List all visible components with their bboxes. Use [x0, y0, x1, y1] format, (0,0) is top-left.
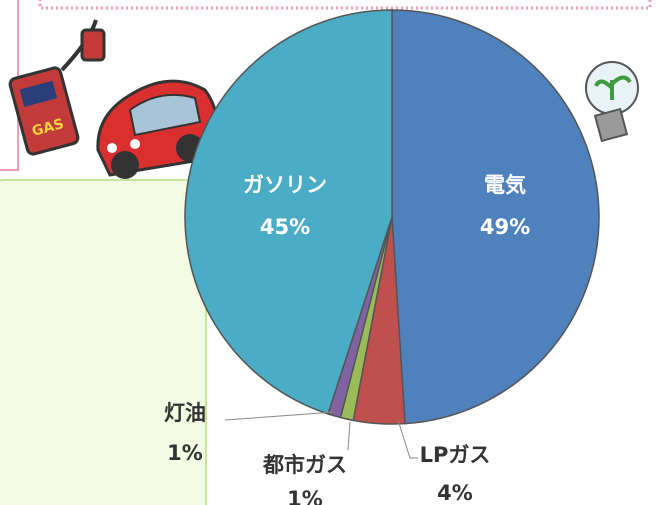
bulb-icon — [586, 62, 638, 141]
slice-label: 灯油 — [164, 401, 206, 425]
gas-pump-icon: GAS — [9, 20, 104, 155]
slice-label: 都市ガス — [262, 453, 347, 477]
leader-line — [225, 412, 335, 420]
slice-label: 電気 — [484, 173, 526, 197]
leader-line — [398, 420, 418, 458]
page: GAS 電気49%LPガス4%都市ガス1%灯油1%ガソリン45% (() => … — [0, 0, 656, 505]
slice-value-label: 1% — [167, 441, 203, 465]
top-frame — [40, 0, 650, 8]
slice-value-label: 1% — [287, 487, 323, 505]
slice-label: ガソリン — [243, 173, 327, 197]
chart: GAS 電気 49% LPガス 4% 都市ガス 1% 灯油 1% ガソリン 45% — [0, 0, 656, 505]
slice-value-label: 4% — [437, 481, 473, 505]
slice-value-label: 49% — [480, 215, 530, 239]
leader-line — [348, 422, 350, 450]
slice-label: LPガス — [420, 443, 491, 467]
slice-value-label: 45% — [260, 215, 310, 239]
